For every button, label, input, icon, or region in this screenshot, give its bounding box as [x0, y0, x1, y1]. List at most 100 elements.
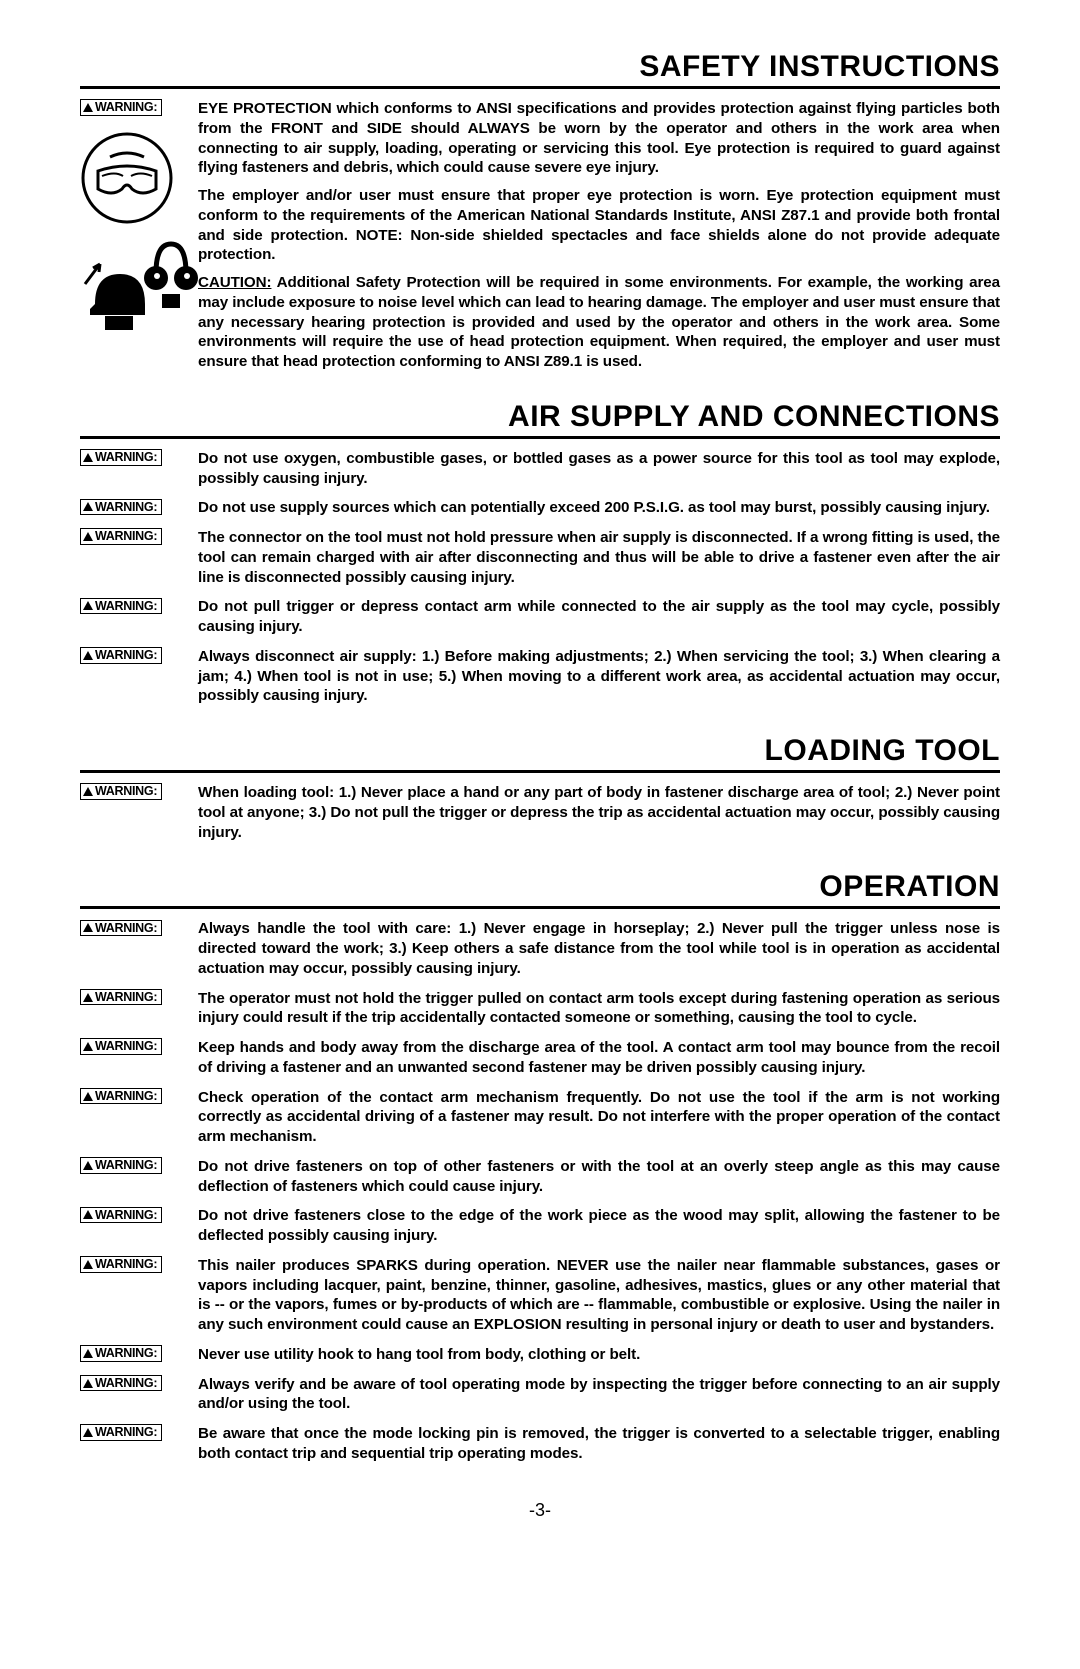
- op-w9-text: Always verify and be aware of tool opera…: [198, 1375, 1000, 1415]
- goggles-icon: [80, 131, 175, 226]
- air-w3-text: The connector on the tool must not hold …: [198, 528, 1000, 587]
- op-w10: WARNING: Be aware that once the mode loc…: [80, 1424, 1000, 1464]
- warning-triangle-icon: [83, 601, 93, 610]
- safety-p3-rest: Additional Safety Protection will be req…: [198, 274, 1000, 370]
- warning-triangle-icon: [83, 1349, 93, 1358]
- op-w2-text: The operator must not hold the trigger p…: [198, 989, 1000, 1029]
- warning-text: WARNING:: [95, 1377, 157, 1390]
- air-w2: WARNING: Do not use supply sources which…: [80, 498, 1000, 518]
- op-w7: WARNING: This nailer produces SPARKS dur…: [80, 1256, 1000, 1335]
- warning-triangle-icon: [83, 502, 93, 511]
- warning-triangle-icon: [83, 1428, 93, 1437]
- warning-label: WARNING:: [80, 1088, 162, 1105]
- warning-text: WARNING:: [95, 451, 157, 464]
- op-w9: WARNING: Always verify and be aware of t…: [80, 1375, 1000, 1415]
- warning-label: WARNING:: [80, 920, 162, 937]
- loading-w1-text: When loading tool: 1.) Never place a han…: [198, 783, 1000, 842]
- warning-triangle-icon: [83, 787, 93, 796]
- eye-protection-lead: EYE PROTECTION: [198, 100, 332, 117]
- air-w2-text: Do not use supply sources which can pote…: [198, 498, 1000, 518]
- air-w5-text: Always disconnect air supply: 1.) Before…: [198, 647, 1000, 706]
- warning-triangle-icon: [83, 453, 93, 462]
- section-heading-loading: LOADING TOOL: [80, 734, 1000, 773]
- air-w1: WARNING: Do not use oxygen, combustible …: [80, 449, 1000, 489]
- warning-text: WARNING:: [95, 1426, 157, 1439]
- section-heading-safety: SAFETY INSTRUCTIONS: [80, 50, 1000, 89]
- op-w5-text: Do not drive fasteners on top of other f…: [198, 1157, 1000, 1197]
- warning-triangle-icon: [83, 1260, 93, 1269]
- warning-text: WARNING:: [95, 922, 157, 935]
- warning-triangle-icon: [83, 923, 93, 932]
- op-w7-text: This nailer produces SPARKS during opera…: [198, 1256, 1000, 1335]
- op-w8-text: Never use utility hook to hang tool from…: [198, 1345, 1000, 1365]
- op-w5: WARNING: Do not drive fasteners on top o…: [80, 1157, 1000, 1197]
- loading-w1: WARNING: When loading tool: 1.) Never pl…: [80, 783, 1000, 842]
- caution-lead: CAUTION:: [198, 274, 271, 291]
- warning-label: WARNING:: [80, 598, 162, 615]
- warning-text: WARNING:: [95, 991, 157, 1004]
- air-w3: WARNING: The connector on the tool must …: [80, 528, 1000, 587]
- op-w2: WARNING: The operator must not hold the …: [80, 989, 1000, 1029]
- warning-text: WARNING:: [95, 600, 157, 613]
- warning-label: WARNING:: [80, 1424, 162, 1441]
- op-w4: WARNING: Check operation of the contact …: [80, 1088, 1000, 1147]
- warning-label: WARNING:: [80, 1375, 162, 1392]
- warning-text: WARNING:: [95, 785, 157, 798]
- op-w1: WARNING: Always handle the tool with car…: [80, 919, 1000, 978]
- op-w4-text: Check operation of the contact arm mecha…: [198, 1088, 1000, 1147]
- warning-label: WARNING:: [80, 1157, 162, 1174]
- warning-label: WARNING:: [80, 499, 162, 516]
- op-w3-text: Keep hands and body away from the discha…: [198, 1038, 1000, 1078]
- warning-text: WARNING:: [95, 1347, 157, 1360]
- warning-text: WARNING:: [95, 649, 157, 662]
- warning-label: WARNING:: [80, 1345, 162, 1362]
- warning-text: WARNING:: [95, 1258, 157, 1271]
- warning-label: WARNING:: [80, 449, 162, 466]
- warning-triangle-icon: [83, 1042, 93, 1051]
- warning-label: WARNING:: [80, 1207, 162, 1224]
- safety-p3: CAUTION: Additional Safety Protection wi…: [198, 273, 1000, 372]
- warning-label: WARNING:: [80, 99, 162, 116]
- warning-label: WARNING:: [80, 647, 162, 664]
- safety-block: WARNING:: [80, 99, 1000, 372]
- warning-text: WARNING:: [95, 1090, 157, 1103]
- air-w5: WARNING: Always disconnect air supply: 1…: [80, 647, 1000, 706]
- warning-label: WARNING:: [80, 1256, 162, 1273]
- op-w10-text: Be aware that once the mode locking pin …: [198, 1424, 1000, 1464]
- warning-triangle-icon: [83, 651, 93, 660]
- warning-triangle-icon: [83, 1379, 93, 1388]
- warning-text: WARNING:: [95, 1159, 157, 1172]
- warning-label: WARNING:: [80, 1038, 162, 1055]
- page-number: -3-: [80, 1500, 1000, 1521]
- warning-label: WARNING:: [80, 989, 162, 1006]
- air-w4: WARNING: Do not pull trigger or depress …: [80, 597, 1000, 637]
- warning-text: WARNING:: [95, 530, 157, 543]
- warning-triangle-icon: [83, 1161, 93, 1170]
- warning-text: WARNING:: [95, 501, 157, 514]
- op-w8: WARNING: Never use utility hook to hang …: [80, 1345, 1000, 1365]
- section-heading-operation: OPERATION: [80, 870, 1000, 909]
- warning-triangle-icon: [83, 532, 93, 541]
- op-w6-text: Do not drive fasteners close to the edge…: [198, 1206, 1000, 1246]
- page-container: SAFETY INSTRUCTIONS WARNING:: [0, 0, 1080, 1561]
- safety-icons: [80, 131, 190, 334]
- section-heading-air: AIR SUPPLY AND CONNECTIONS: [80, 400, 1000, 439]
- warning-text: WARNING:: [95, 101, 157, 114]
- warning-text: WARNING:: [95, 1040, 157, 1053]
- safety-left-col: WARNING:: [80, 99, 198, 334]
- op-w3: WARNING: Keep hands and body away from t…: [80, 1038, 1000, 1078]
- warning-label: WARNING:: [80, 783, 162, 800]
- op-w6: WARNING: Do not drive fasteners close to…: [80, 1206, 1000, 1246]
- op-w1-text: Always handle the tool with care: 1.) Ne…: [198, 919, 1000, 978]
- warning-triangle-icon: [83, 1210, 93, 1219]
- warning-text: WARNING:: [95, 1209, 157, 1222]
- warning-triangle-icon: [83, 103, 93, 112]
- warning-triangle-icon: [83, 1092, 93, 1101]
- safety-p2: The employer and/or user must ensure tha…: [198, 186, 1000, 265]
- air-w1-text: Do not use oxygen, combustible gases, or…: [198, 449, 1000, 489]
- warning-label: WARNING:: [80, 528, 162, 545]
- hardhat-earmuff-icon: [80, 234, 198, 334]
- air-w4-text: Do not pull trigger or depress contact a…: [198, 597, 1000, 637]
- safety-body: EYE PROTECTION which conforms to ANSI sp…: [198, 99, 1000, 372]
- warning-triangle-icon: [83, 993, 93, 1002]
